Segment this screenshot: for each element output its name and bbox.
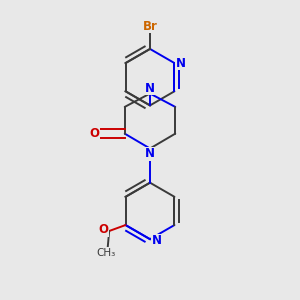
Text: Br: Br <box>142 20 158 33</box>
Text: N: N <box>152 234 161 247</box>
Text: O: O <box>89 127 99 140</box>
Text: N: N <box>145 147 155 161</box>
Text: N: N <box>176 57 186 70</box>
Text: O: O <box>99 223 109 236</box>
Text: CH₃: CH₃ <box>97 248 116 258</box>
Text: N: N <box>145 82 155 95</box>
